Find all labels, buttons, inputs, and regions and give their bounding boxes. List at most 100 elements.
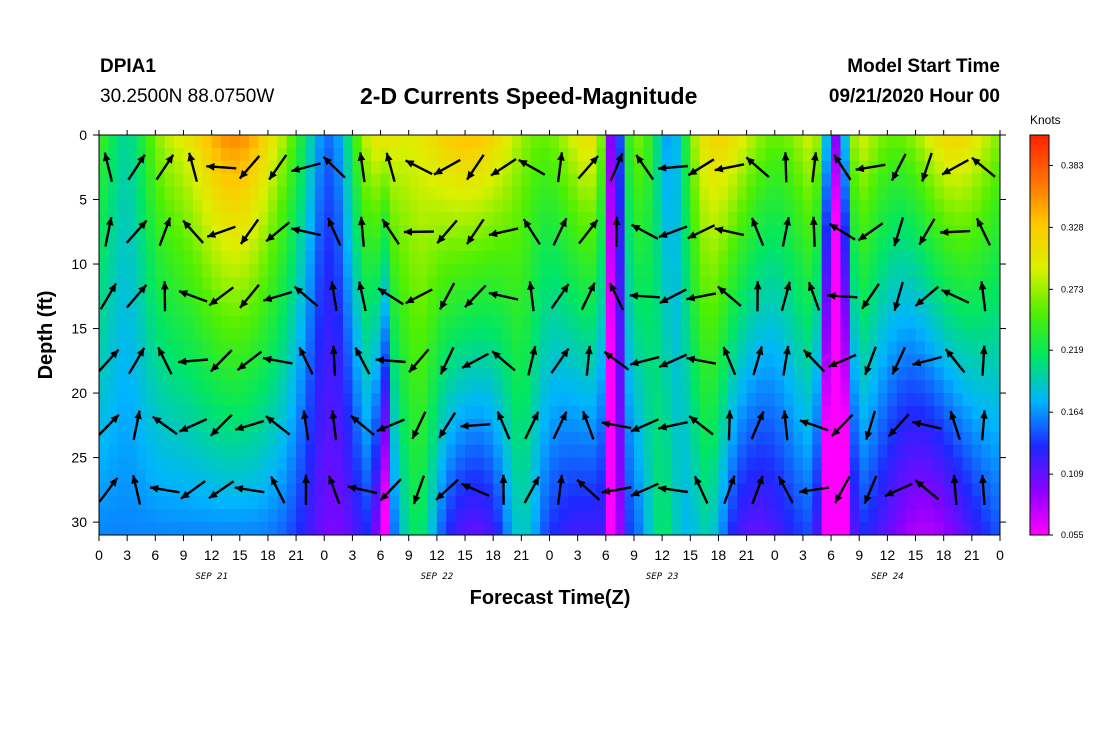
heat-cell xyxy=(286,328,297,343)
heat-cell xyxy=(174,212,185,226)
heat-cell xyxy=(202,160,213,175)
heat-cell xyxy=(174,496,185,510)
heat-cell xyxy=(821,302,832,317)
heat-cell xyxy=(831,199,842,214)
heat-cell xyxy=(624,380,635,394)
heat-cell xyxy=(558,264,569,278)
heat-cell xyxy=(821,251,832,265)
heat-cell xyxy=(465,238,476,252)
heat-cell xyxy=(737,225,748,239)
heat-cell xyxy=(793,418,804,433)
heat-cell xyxy=(906,160,917,175)
heat-cell xyxy=(821,367,832,381)
heat-cell xyxy=(343,393,354,407)
heat-cell xyxy=(117,302,128,317)
heat-cell xyxy=(145,238,156,252)
heat-cell xyxy=(587,199,598,214)
heat-cell xyxy=(774,405,785,420)
heat-cell xyxy=(230,251,241,265)
heat-cell xyxy=(305,264,316,278)
heat-cell xyxy=(174,380,185,394)
heat-cell xyxy=(305,302,316,317)
heat-cell xyxy=(596,470,607,484)
heat-cell xyxy=(990,276,1000,291)
current-arrow xyxy=(893,217,905,247)
heat-cell xyxy=(624,405,635,420)
heat-cell xyxy=(511,483,522,497)
heat-cell xyxy=(633,483,644,497)
heat-cell xyxy=(821,264,832,278)
heat-cell xyxy=(296,225,307,239)
heat-cell xyxy=(877,135,888,149)
heat-cell xyxy=(690,496,701,510)
heat-cell xyxy=(408,147,419,162)
heat-cell xyxy=(652,522,663,535)
heat-cell xyxy=(305,470,316,484)
heat-cell xyxy=(380,457,391,472)
heat-cell xyxy=(990,431,1000,446)
heat-cell xyxy=(258,160,269,175)
heat-cell xyxy=(230,264,241,278)
heat-cell xyxy=(305,212,316,226)
heat-cell xyxy=(221,483,231,497)
heat-cell xyxy=(521,496,532,510)
heat-cell xyxy=(633,444,644,459)
heat-cell xyxy=(211,302,222,317)
heat-cell xyxy=(380,341,391,355)
heat-cell xyxy=(333,509,344,523)
current-arrow xyxy=(980,410,988,441)
heat-cell xyxy=(352,315,363,330)
heat-cell xyxy=(953,380,964,394)
heat-cell xyxy=(765,354,776,368)
heat-cell xyxy=(296,354,307,368)
heat-cell xyxy=(249,199,260,214)
heat-cell xyxy=(427,302,438,317)
heat-cell xyxy=(446,405,457,420)
heat-cell xyxy=(361,354,372,368)
heat-cell xyxy=(859,328,870,343)
heat-cell xyxy=(324,251,335,265)
heat-cell xyxy=(202,251,213,265)
heat-cell xyxy=(953,341,964,355)
heat-cell xyxy=(192,393,203,407)
heat-cell xyxy=(502,457,513,472)
heat-cell xyxy=(540,341,551,355)
heat-cell xyxy=(605,444,616,459)
heat-cell xyxy=(784,315,795,330)
heat-cell xyxy=(239,264,250,278)
heat-cell xyxy=(399,160,410,175)
heat-cell xyxy=(192,289,203,304)
heat-cell xyxy=(399,367,410,381)
heat-cell xyxy=(230,276,241,291)
heat-cell xyxy=(418,483,429,497)
current-arrow xyxy=(127,154,146,181)
heat-cell xyxy=(793,328,804,343)
heat-cell xyxy=(765,225,776,239)
heat-cell xyxy=(352,302,363,317)
current-arrow xyxy=(780,281,792,312)
heat-cell xyxy=(990,418,1000,433)
heat-cell xyxy=(483,251,494,265)
heat-cell xyxy=(258,457,269,472)
heat-cell xyxy=(427,354,438,368)
heat-cell xyxy=(718,276,729,291)
heat-cell xyxy=(455,186,466,201)
heat-cell xyxy=(774,328,785,343)
heat-cell xyxy=(849,251,860,265)
heat-cell xyxy=(615,367,626,381)
heat-cell xyxy=(286,135,297,149)
heat-cell xyxy=(408,160,419,175)
heat-cell xyxy=(896,186,907,201)
heat-cell xyxy=(427,264,438,278)
heat-cell xyxy=(671,328,682,343)
heat-cell xyxy=(737,341,748,355)
heat-cell xyxy=(249,354,260,368)
heat-cell xyxy=(605,509,616,523)
heat-cell xyxy=(465,302,476,317)
heat-cell xyxy=(840,341,851,355)
heat-cell xyxy=(474,173,485,188)
heat-cell xyxy=(277,444,288,459)
heat-cell xyxy=(793,470,804,484)
heat-cell xyxy=(296,457,307,472)
heat-cell xyxy=(474,212,485,226)
